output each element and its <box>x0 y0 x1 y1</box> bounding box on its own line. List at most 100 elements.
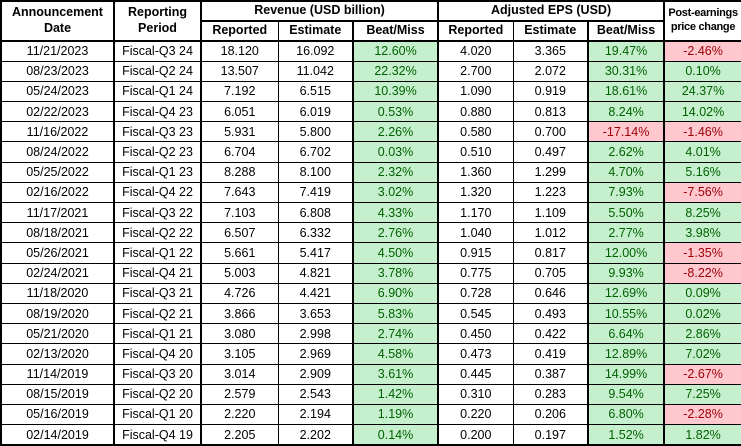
cell-eps-beat-miss: 5.50% <box>587 201 666 224</box>
cell-eps-estimate: 0.283 <box>512 383 589 405</box>
cell-eps-beat-miss: 4.70% <box>587 161 666 183</box>
cell-announcement-date: 11/18/2020 <box>0 282 115 304</box>
cell-announcement-date: 02/14/2019 <box>0 424 115 446</box>
cell-eps-beat-miss: 9.54% <box>587 383 666 405</box>
table-row: 02/13/2020 Fiscal-Q4 20 3.105 2.969 4.58… <box>0 343 741 365</box>
cell-eps-estimate: 1.223 <box>512 181 589 204</box>
header-revenue-group: Revenue (USD billion) <box>200 0 440 22</box>
cell-announcement-date: 08/15/2019 <box>0 383 115 405</box>
cell-revenue-beat-miss: 3.78% <box>351 262 440 284</box>
cell-eps-beat-miss: 7.93% <box>587 181 666 204</box>
cell-eps-estimate: 0.387 <box>512 363 589 385</box>
cell-revenue-beat-miss: 10.39% <box>351 80 440 103</box>
cell-eps-beat-miss: 6.64% <box>587 323 666 345</box>
table-row: 11/14/2019 Fiscal-Q3 20 3.014 2.909 3.61… <box>0 363 741 385</box>
cell-revenue-reported: 2.220 <box>200 403 279 426</box>
cell-revenue-reported: 5.003 <box>200 262 279 284</box>
cell-revenue-beat-miss: 4.58% <box>351 343 440 365</box>
table-row: 05/21/2020 Fiscal-Q1 21 3.080 2.998 2.74… <box>0 323 741 345</box>
cell-announcement-date: 08/24/2022 <box>0 141 115 163</box>
cell-reporting-period: Fiscal-Q1 22 <box>113 242 202 264</box>
cell-reporting-period: Fiscal-Q1 24 <box>113 80 202 103</box>
cell-revenue-beat-miss: 6.90% <box>351 282 440 304</box>
header-revenue-estimate: Estimate <box>277 20 354 42</box>
cell-eps-estimate: 0.197 <box>512 424 589 446</box>
table-row: 02/22/2023 Fiscal-Q4 23 6.051 6.019 0.53… <box>0 101 741 123</box>
header-post-earnings: Post-earnings price change <box>663 0 741 42</box>
cell-eps-estimate: 2.072 <box>512 60 589 82</box>
cell-revenue-reported: 3.080 <box>200 323 279 345</box>
cell-eps-reported: 0.915 <box>437 242 514 264</box>
table-row: 11/17/2021 Fiscal-Q3 22 7.103 6.808 4.33… <box>0 201 741 224</box>
cell-revenue-beat-miss: 22.32% <box>351 60 440 82</box>
cell-eps-reported: 4.020 <box>437 40 514 62</box>
cell-revenue-beat-miss: 4.33% <box>351 201 440 224</box>
cell-reporting-period: Fiscal-Q4 22 <box>113 181 202 204</box>
cell-announcement-date: 11/14/2019 <box>0 363 115 385</box>
cell-eps-beat-miss: 30.31% <box>587 60 666 82</box>
cell-eps-reported: 2.700 <box>437 60 514 82</box>
cell-revenue-beat-miss: 1.19% <box>351 403 440 426</box>
cell-revenue-reported: 2.579 <box>200 383 279 405</box>
cell-reporting-period: Fiscal-Q2 24 <box>113 60 202 82</box>
cell-eps-reported: 0.545 <box>437 302 514 325</box>
cell-price-change: 4.01% <box>663 141 741 163</box>
header-post-earnings-line1: Post-earnings <box>668 7 738 20</box>
cell-revenue-beat-miss: 5.83% <box>351 302 440 325</box>
table-row: 11/16/2022 Fiscal-Q3 23 5.931 5.800 2.26… <box>0 121 741 143</box>
cell-announcement-date: 11/21/2023 <box>0 40 115 62</box>
cell-revenue-estimate: 16.092 <box>277 40 354 62</box>
cell-price-change: -1.46% <box>663 121 741 143</box>
cell-price-change: -2.46% <box>663 40 741 62</box>
cell-reporting-period: Fiscal-Q4 20 <box>113 343 202 365</box>
table-row: 11/21/2023 Fiscal-Q3 24 18.120 16.092 12… <box>0 40 741 62</box>
header-eps-estimate: Estimate <box>512 20 589 42</box>
cell-revenue-estimate: 11.042 <box>277 60 354 82</box>
cell-eps-estimate: 0.493 <box>512 302 589 325</box>
cell-announcement-date: 02/24/2021 <box>0 262 115 284</box>
cell-eps-beat-miss: 2.77% <box>587 222 666 244</box>
cell-eps-beat-miss: 12.00% <box>587 242 666 264</box>
cell-revenue-reported: 6.704 <box>200 141 279 163</box>
cell-revenue-beat-miss: 0.03% <box>351 141 440 163</box>
cell-revenue-estimate: 2.909 <box>277 363 354 385</box>
cell-price-change: 0.10% <box>663 60 741 82</box>
cell-price-change: 0.09% <box>663 282 741 304</box>
cell-price-change: 14.02% <box>663 101 741 123</box>
cell-eps-estimate: 1.012 <box>512 222 589 244</box>
cell-revenue-estimate: 8.100 <box>277 161 354 183</box>
cell-eps-reported: 1.090 <box>437 80 514 103</box>
cell-reporting-period: Fiscal-Q3 21 <box>113 282 202 304</box>
cell-price-change: 7.02% <box>663 343 741 365</box>
cell-revenue-beat-miss: 2.26% <box>351 121 440 143</box>
cell-revenue-estimate: 4.821 <box>277 262 354 284</box>
cell-eps-reported: 0.200 <box>437 424 514 446</box>
cell-eps-reported: 0.880 <box>437 101 514 123</box>
header-eps-reported: Reported <box>437 20 514 42</box>
cell-revenue-estimate: 6.515 <box>277 80 354 103</box>
cell-eps-reported: 0.728 <box>437 282 514 304</box>
cell-revenue-beat-miss: 2.76% <box>351 222 440 244</box>
header-reporting-period: Reporting Period <box>113 0 202 42</box>
cell-announcement-date: 05/26/2021 <box>0 242 115 264</box>
cell-revenue-reported: 5.661 <box>200 242 279 264</box>
cell-eps-estimate: 0.813 <box>512 101 589 123</box>
cell-eps-reported: 0.580 <box>437 121 514 143</box>
cell-revenue-reported: 3.014 <box>200 363 279 385</box>
header-row-groups: Announcement Date Reporting Period Reven… <box>0 0 741 42</box>
cell-announcement-date: 08/19/2020 <box>0 302 115 325</box>
table-row: 05/25/2022 Fiscal-Q1 23 8.288 8.100 2.32… <box>0 161 741 183</box>
cell-revenue-beat-miss: 0.53% <box>351 101 440 123</box>
cell-announcement-date: 11/17/2021 <box>0 201 115 224</box>
cell-revenue-reported: 3.866 <box>200 302 279 325</box>
cell-price-change: -1.35% <box>663 242 741 264</box>
cell-reporting-period: Fiscal-Q2 20 <box>113 383 202 405</box>
cell-revenue-beat-miss: 3.02% <box>351 181 440 204</box>
cell-reporting-period: Fiscal-Q4 19 <box>113 424 202 446</box>
cell-eps-beat-miss: -17.14% <box>587 121 666 143</box>
cell-eps-reported: 1.040 <box>437 222 514 244</box>
cell-revenue-reported: 8.288 <box>200 161 279 183</box>
header-eps-beat-miss: Beat/Miss <box>587 20 666 42</box>
cell-announcement-date: 11/16/2022 <box>0 121 115 143</box>
cell-revenue-reported: 7.192 <box>200 80 279 103</box>
